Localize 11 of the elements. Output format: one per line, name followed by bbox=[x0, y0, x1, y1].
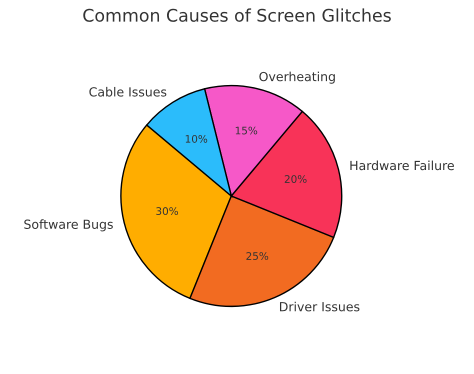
data-label: 15% bbox=[236, 126, 258, 134]
slice-label: Overheating bbox=[259, 72, 335, 84]
slice-label: Software Bugs bbox=[24, 219, 113, 232]
data-label: 20% bbox=[284, 175, 307, 183]
chart-title: Common Causes of Screen Glitches bbox=[83, 8, 391, 22]
data-label: 10% bbox=[186, 134, 208, 143]
data-label: 25% bbox=[246, 252, 268, 260]
data-label: 30% bbox=[156, 207, 178, 216]
slice-label: Hardware Failure bbox=[350, 160, 454, 170]
slice-label: Cable Issues bbox=[89, 86, 166, 97]
slice-label: Driver Issues bbox=[280, 302, 360, 312]
